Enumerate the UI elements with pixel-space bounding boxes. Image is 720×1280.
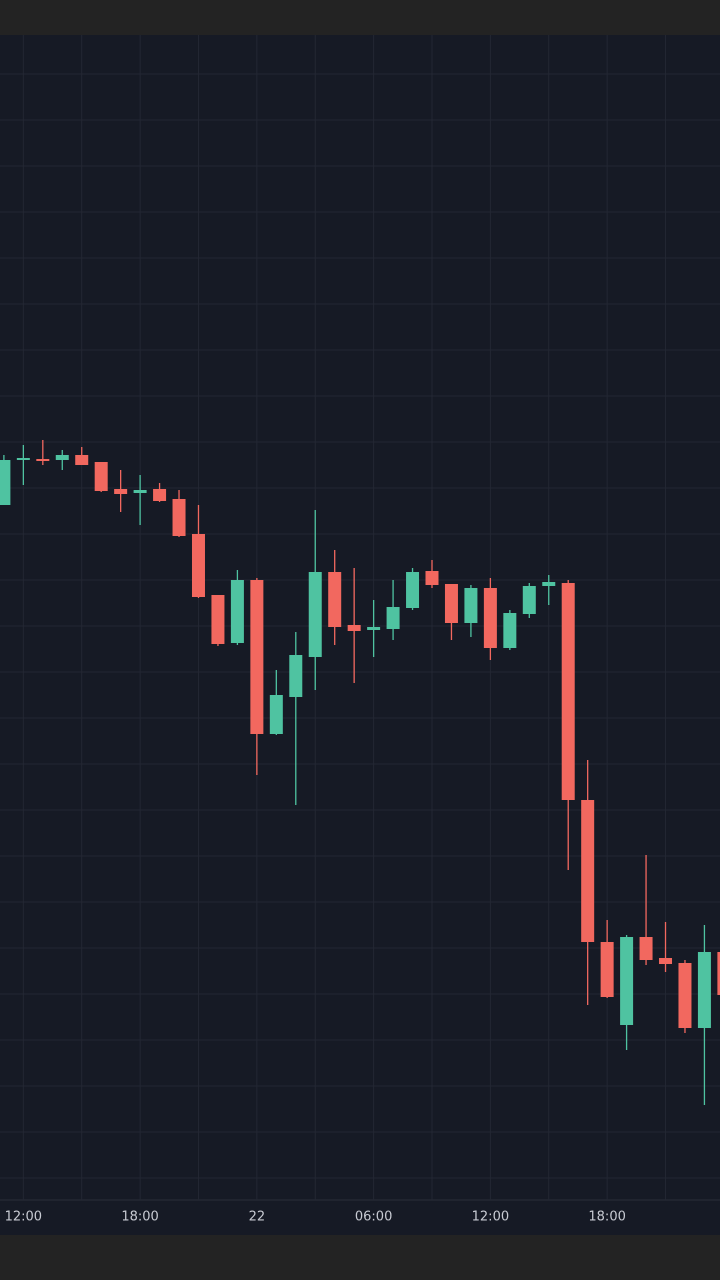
candle-body <box>561 583 575 800</box>
candle-body <box>211 595 225 644</box>
candle-body <box>114 489 128 494</box>
x-tick-label: 06:00 <box>355 1210 392 1225</box>
candle-body <box>659 958 673 964</box>
candle-body <box>36 459 50 461</box>
candle-body <box>250 580 264 734</box>
candle-body <box>503 613 517 648</box>
candle-body <box>444 584 458 623</box>
candle-body <box>16 458 30 460</box>
candle-body <box>133 490 147 493</box>
candle-body <box>0 460 11 505</box>
candle-body <box>522 586 536 614</box>
candle-body <box>386 607 400 629</box>
candle-body <box>308 572 322 657</box>
candle-body <box>542 582 556 586</box>
candle-body <box>230 580 244 643</box>
candle-body <box>191 534 205 597</box>
candle-body <box>697 952 711 1028</box>
candle-body <box>581 800 595 942</box>
candle-body <box>600 942 614 997</box>
x-tick-label: 12:00 <box>472 1210 509 1225</box>
candle-body <box>153 489 167 501</box>
bottom-bar <box>0 1235 720 1280</box>
candle-body <box>347 625 361 631</box>
candle-body <box>717 952 720 995</box>
candle-body <box>367 627 381 630</box>
candle-body <box>425 571 439 585</box>
x-tick-label: 22 <box>249 1210 266 1225</box>
x-tick-label: 18:00 <box>121 1210 158 1225</box>
candle-body <box>94 462 108 491</box>
candle-body <box>269 695 283 734</box>
candle-body <box>464 588 478 623</box>
candle-body <box>75 455 89 465</box>
candle-body <box>172 499 186 536</box>
plot-background <box>0 35 720 1235</box>
candle-body <box>639 937 653 960</box>
x-tick-label: 18:00 <box>588 1210 625 1225</box>
candle-body <box>55 455 69 460</box>
candle-body <box>406 572 420 608</box>
top-bar <box>0 0 720 35</box>
candle-body <box>289 655 303 697</box>
candle-body <box>620 937 634 1025</box>
candle-body <box>483 588 497 648</box>
candle-body <box>328 572 342 627</box>
candle-body <box>678 963 692 1028</box>
x-tick-label: 12:00 <box>5 1210 42 1225</box>
